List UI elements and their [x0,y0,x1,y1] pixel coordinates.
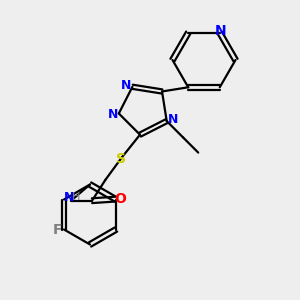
Text: S: S [116,152,126,166]
Text: N: N [167,113,178,126]
Text: N: N [214,24,226,38]
Text: N: N [121,79,132,92]
Text: N: N [64,190,75,204]
Text: N: N [108,109,118,122]
Text: O: O [115,192,126,206]
Text: F: F [53,223,62,236]
Text: H: H [72,192,81,202]
